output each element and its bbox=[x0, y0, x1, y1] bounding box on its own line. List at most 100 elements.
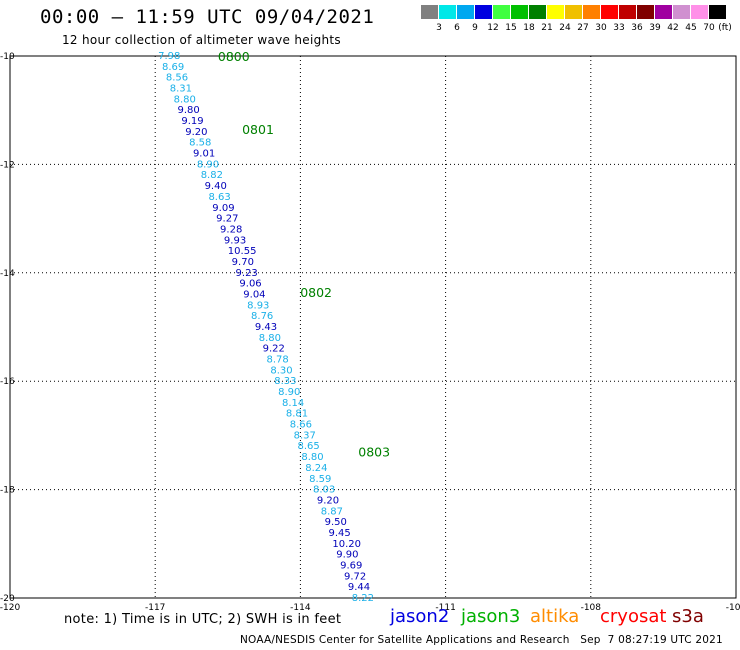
swh-value: 8.90 bbox=[278, 387, 300, 398]
swh-value: 8.30 bbox=[270, 365, 292, 376]
scale-swatch bbox=[511, 5, 528, 19]
scale-swatch bbox=[529, 5, 546, 19]
lat-tick-label: -14 bbox=[0, 269, 15, 279]
legend-cryosat: cryosat bbox=[600, 606, 667, 627]
time-marker: 0803 bbox=[358, 445, 390, 460]
swh-value: 10.20 bbox=[332, 539, 361, 550]
page-title: 00:00 – 11:59 UTC 09/04/2021 bbox=[40, 6, 375, 28]
swh-value: 8.63 bbox=[208, 192, 230, 203]
lon-tick-label: -108 bbox=[581, 603, 602, 613]
scale-swatch bbox=[439, 5, 456, 19]
swh-value: 9.72 bbox=[344, 571, 366, 582]
scale-label: 36 bbox=[631, 23, 643, 33]
scale-label: 33 bbox=[613, 23, 625, 33]
swh-value: 8.58 bbox=[189, 138, 211, 149]
scale-label: 27 bbox=[577, 23, 589, 33]
lon-tick-label: -111 bbox=[435, 603, 455, 613]
map-frame bbox=[9, 55, 737, 599]
footer-credit: NOAA/NESDIS Center for Satellite Applica… bbox=[240, 634, 723, 646]
legend-s3a: s3a bbox=[672, 606, 704, 627]
scale-swatch bbox=[421, 5, 438, 19]
swh-value: 10.55 bbox=[228, 246, 257, 257]
scale-swatch bbox=[457, 5, 474, 19]
note-text: note: 1) Time is in UTC; 2) SWH is in fe… bbox=[64, 612, 342, 627]
swh-value: 9.44 bbox=[348, 582, 370, 593]
scale-label: 12 bbox=[487, 23, 499, 33]
scale-swatch bbox=[583, 5, 600, 19]
lon-tick-label: -114 bbox=[290, 603, 311, 613]
swh-value: 8.24 bbox=[305, 463, 327, 474]
swh-value: 9.28 bbox=[220, 224, 242, 235]
scale-swatch bbox=[601, 5, 618, 19]
swh-value: 8.37 bbox=[294, 430, 316, 441]
lon-tick-label: -105 bbox=[726, 603, 740, 613]
scale-label: 9 bbox=[472, 23, 478, 33]
swh-value: 8.65 bbox=[297, 441, 319, 452]
scale-label: 45 bbox=[685, 23, 697, 33]
scale-label: 24 bbox=[559, 23, 571, 33]
lat-lon-grid bbox=[10, 56, 736, 598]
legend-jason2: jason2 bbox=[390, 606, 450, 627]
scale-label: 6 bbox=[454, 23, 460, 33]
swh-value: 9.20 bbox=[317, 495, 339, 506]
scale-swatch bbox=[709, 5, 726, 19]
legend-jason3: jason3 bbox=[461, 606, 521, 627]
lat-tick-label: -20 bbox=[0, 594, 15, 604]
swh-value: 9.90 bbox=[336, 550, 358, 561]
scale-swatch bbox=[673, 5, 690, 19]
scale-label: 30 bbox=[595, 23, 607, 33]
swh-value: 8.31 bbox=[170, 84, 192, 95]
scale-label: 70 bbox=[703, 23, 715, 33]
lat-tick-label: -16 bbox=[0, 377, 15, 387]
time-marker: 0800 bbox=[218, 49, 250, 64]
swh-value: 9.22 bbox=[263, 344, 285, 355]
swh-value: 9.04 bbox=[243, 289, 265, 300]
swh-value: 8.80 bbox=[259, 333, 281, 344]
scale-swatch bbox=[475, 5, 492, 19]
swh-value: 8.80 bbox=[301, 452, 323, 463]
scale-swatch bbox=[619, 5, 636, 19]
swh-value: 8.14 bbox=[282, 398, 304, 409]
time-marker: 0801 bbox=[242, 122, 274, 137]
swh-value: 9.69 bbox=[340, 560, 362, 571]
swh-value: 9.20 bbox=[185, 127, 207, 138]
swh-value: 8.76 bbox=[251, 311, 273, 322]
swh-value: 9.23 bbox=[236, 268, 258, 279]
scale-swatch bbox=[655, 5, 672, 19]
time-marker: 0802 bbox=[300, 285, 332, 300]
swh-value: 9.45 bbox=[328, 528, 350, 539]
swh-value: 9.70 bbox=[232, 257, 254, 268]
scale-label: 21 bbox=[541, 23, 553, 33]
swh-value: 8.80 bbox=[174, 94, 196, 105]
lon-tick-label: -117 bbox=[145, 603, 165, 613]
satellite-track: 7.988.698.568.318.809.809.199.208.589.01… bbox=[158, 49, 390, 604]
swh-value: 9.01 bbox=[193, 149, 215, 160]
swh-value: 8.69 bbox=[162, 62, 184, 73]
swh-value: 9.40 bbox=[205, 181, 227, 192]
scale-swatch bbox=[637, 5, 654, 19]
swh-value: 9.43 bbox=[255, 322, 277, 333]
swh-value: 8.56 bbox=[166, 73, 188, 84]
swh-value: 9.09 bbox=[212, 203, 234, 214]
scale-label: 42 bbox=[667, 23, 679, 33]
lat-tick-label: -18 bbox=[0, 486, 15, 496]
scale-label: 39 bbox=[649, 23, 661, 33]
lat-tick-label: -12 bbox=[0, 160, 15, 170]
scale-unit: (ft) bbox=[718, 23, 732, 33]
swh-value: 9.80 bbox=[177, 105, 199, 116]
swh-value: 8.81 bbox=[286, 409, 308, 420]
swh-value: 9.19 bbox=[181, 116, 203, 127]
swh-value: 8.33 bbox=[274, 376, 296, 387]
scale-swatch bbox=[565, 5, 582, 19]
swh-value: 8.78 bbox=[267, 355, 289, 366]
scale-swatch bbox=[493, 5, 510, 19]
lat-tick-label: -10 bbox=[0, 52, 15, 62]
swh-value: 8.90 bbox=[197, 159, 219, 170]
swh-value: 8.82 bbox=[201, 170, 223, 181]
swh-value: 8.66 bbox=[290, 420, 312, 431]
axis-ticks: -120 -117 -114 -111 -108 -105 -10 -12 -14 -16 -18 -… bbox=[0, 52, 740, 613]
swh-value: 8.93 bbox=[247, 300, 269, 311]
swh-value: 7.98 bbox=[158, 51, 180, 62]
swh-value: 9.50 bbox=[325, 517, 347, 528]
